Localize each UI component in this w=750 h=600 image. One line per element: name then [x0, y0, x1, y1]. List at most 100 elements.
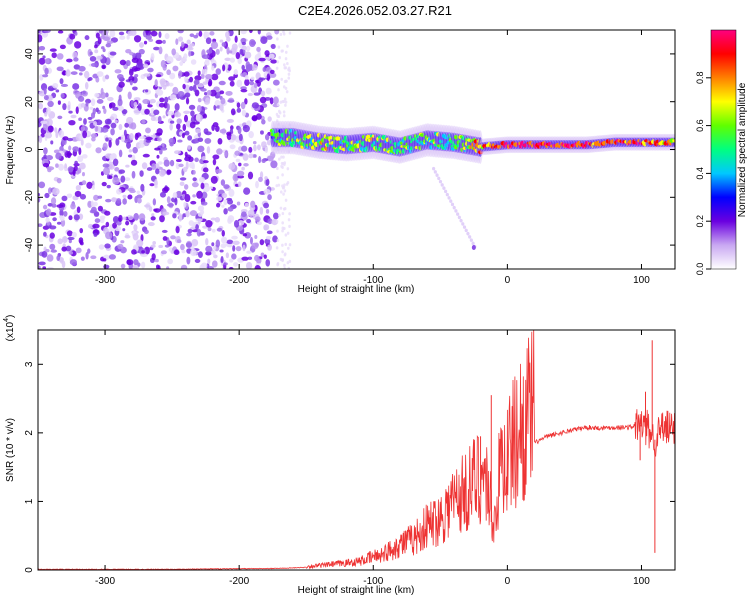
noise-blob — [118, 169, 126, 174]
noise-blob — [89, 209, 97, 214]
noise-blob — [264, 50, 270, 57]
noise-blob — [78, 72, 83, 76]
noise-blob — [264, 146, 269, 153]
noise-edge-blob — [288, 224, 291, 228]
noise-blob — [216, 202, 221, 208]
noise-blob — [265, 87, 272, 95]
noise-blob — [221, 229, 225, 237]
noise-blob — [219, 90, 225, 95]
chart-title: C2E4.2026.052.03.27.R21 — [298, 3, 452, 18]
noise-blob — [167, 258, 174, 265]
noise-blob — [119, 35, 126, 40]
noise-blob — [54, 127, 58, 133]
noise-blob — [145, 30, 152, 37]
x-tick-label: 0 — [505, 275, 511, 286]
noise-edge-blob — [278, 157, 281, 161]
noise-blob — [45, 154, 54, 161]
noise-blob — [150, 52, 155, 61]
noise-blob — [259, 171, 264, 179]
noise-blob — [190, 43, 195, 47]
noise-blob — [196, 83, 205, 88]
noise-blob — [229, 258, 234, 263]
noise-blob — [185, 210, 190, 218]
noise-blob — [261, 158, 266, 164]
snr-multiplier-close: ) — [5, 315, 16, 318]
streak-blob — [438, 179, 443, 184]
noise-blob — [207, 227, 212, 232]
noise-blob — [192, 194, 196, 198]
noise-blob — [170, 235, 176, 240]
noise-blob — [196, 105, 202, 113]
noise-edge-blob — [281, 211, 285, 216]
y-tick-label: -40 — [24, 237, 35, 252]
noise-blob — [253, 144, 257, 152]
streak-blob — [461, 222, 465, 226]
noise-blob — [201, 262, 208, 269]
snr-plot-area — [38, 330, 675, 570]
noise-blob — [111, 197, 118, 202]
noise-blob — [184, 130, 190, 136]
noise-blob — [38, 261, 46, 266]
noise-blob — [64, 167, 69, 172]
noise-blob — [60, 219, 66, 227]
noise-blob — [241, 166, 245, 171]
noise-blob — [42, 74, 49, 78]
noise-edge-blob — [287, 66, 291, 70]
noise-edge-blob — [275, 219, 279, 223]
noise-blob — [105, 92, 109, 98]
noise-blob — [206, 49, 213, 54]
noise-blob — [126, 259, 134, 266]
noise-blob — [43, 30, 51, 33]
noise-edge-blob — [278, 56, 282, 60]
noise-blob — [68, 119, 76, 126]
spectrogram-marks — [38, 30, 675, 269]
colorbar-tick-label: 0.6 — [695, 119, 705, 132]
noise-blob — [263, 202, 270, 209]
streak-blob — [447, 196, 451, 200]
streak-blob — [450, 202, 455, 207]
noise-blob — [264, 133, 270, 141]
noise-blob — [165, 81, 170, 87]
noise-blob — [237, 220, 245, 226]
noise-blob — [43, 231, 47, 237]
noise-blob — [132, 146, 138, 154]
streak-blob — [432, 166, 436, 171]
noise-blob — [221, 42, 227, 47]
noise-blob — [138, 213, 146, 221]
noise-blob — [77, 167, 82, 174]
noise-blob — [265, 235, 272, 240]
noise-blob — [207, 258, 211, 265]
noise-blob — [138, 42, 144, 48]
noise-blob — [189, 121, 196, 129]
noise-blob — [130, 122, 137, 130]
noise-blob — [236, 102, 241, 108]
snr-x-label: Height of straight line (km) — [298, 585, 415, 596]
noise-blob — [184, 151, 188, 157]
noise-blob — [187, 228, 193, 234]
noise-blob — [195, 218, 203, 222]
noise-blob — [95, 107, 99, 113]
noise-blob — [236, 170, 245, 177]
noise-edge-blob — [285, 90, 289, 94]
noise-blob — [56, 53, 64, 60]
noise-blob — [109, 102, 116, 108]
noise-blob — [81, 171, 85, 177]
noise-blob — [261, 141, 267, 148]
noise-blob — [231, 43, 238, 51]
noise-blob — [86, 181, 93, 189]
noise-blob — [45, 132, 52, 139]
noise-blob — [166, 103, 170, 111]
noise-blob — [127, 194, 133, 200]
noise-blob — [248, 153, 254, 159]
noise-blob — [112, 222, 117, 229]
noise-blob — [184, 156, 191, 162]
noise-blob — [247, 256, 253, 260]
noise-blob — [107, 96, 114, 102]
noise-blob — [125, 116, 134, 124]
noise-blob — [46, 107, 51, 115]
noise-blob — [110, 122, 117, 129]
noise-blob — [176, 239, 182, 244]
streak-blob — [440, 183, 444, 187]
streak-blob — [466, 231, 470, 236]
noise-blob — [189, 33, 195, 38]
